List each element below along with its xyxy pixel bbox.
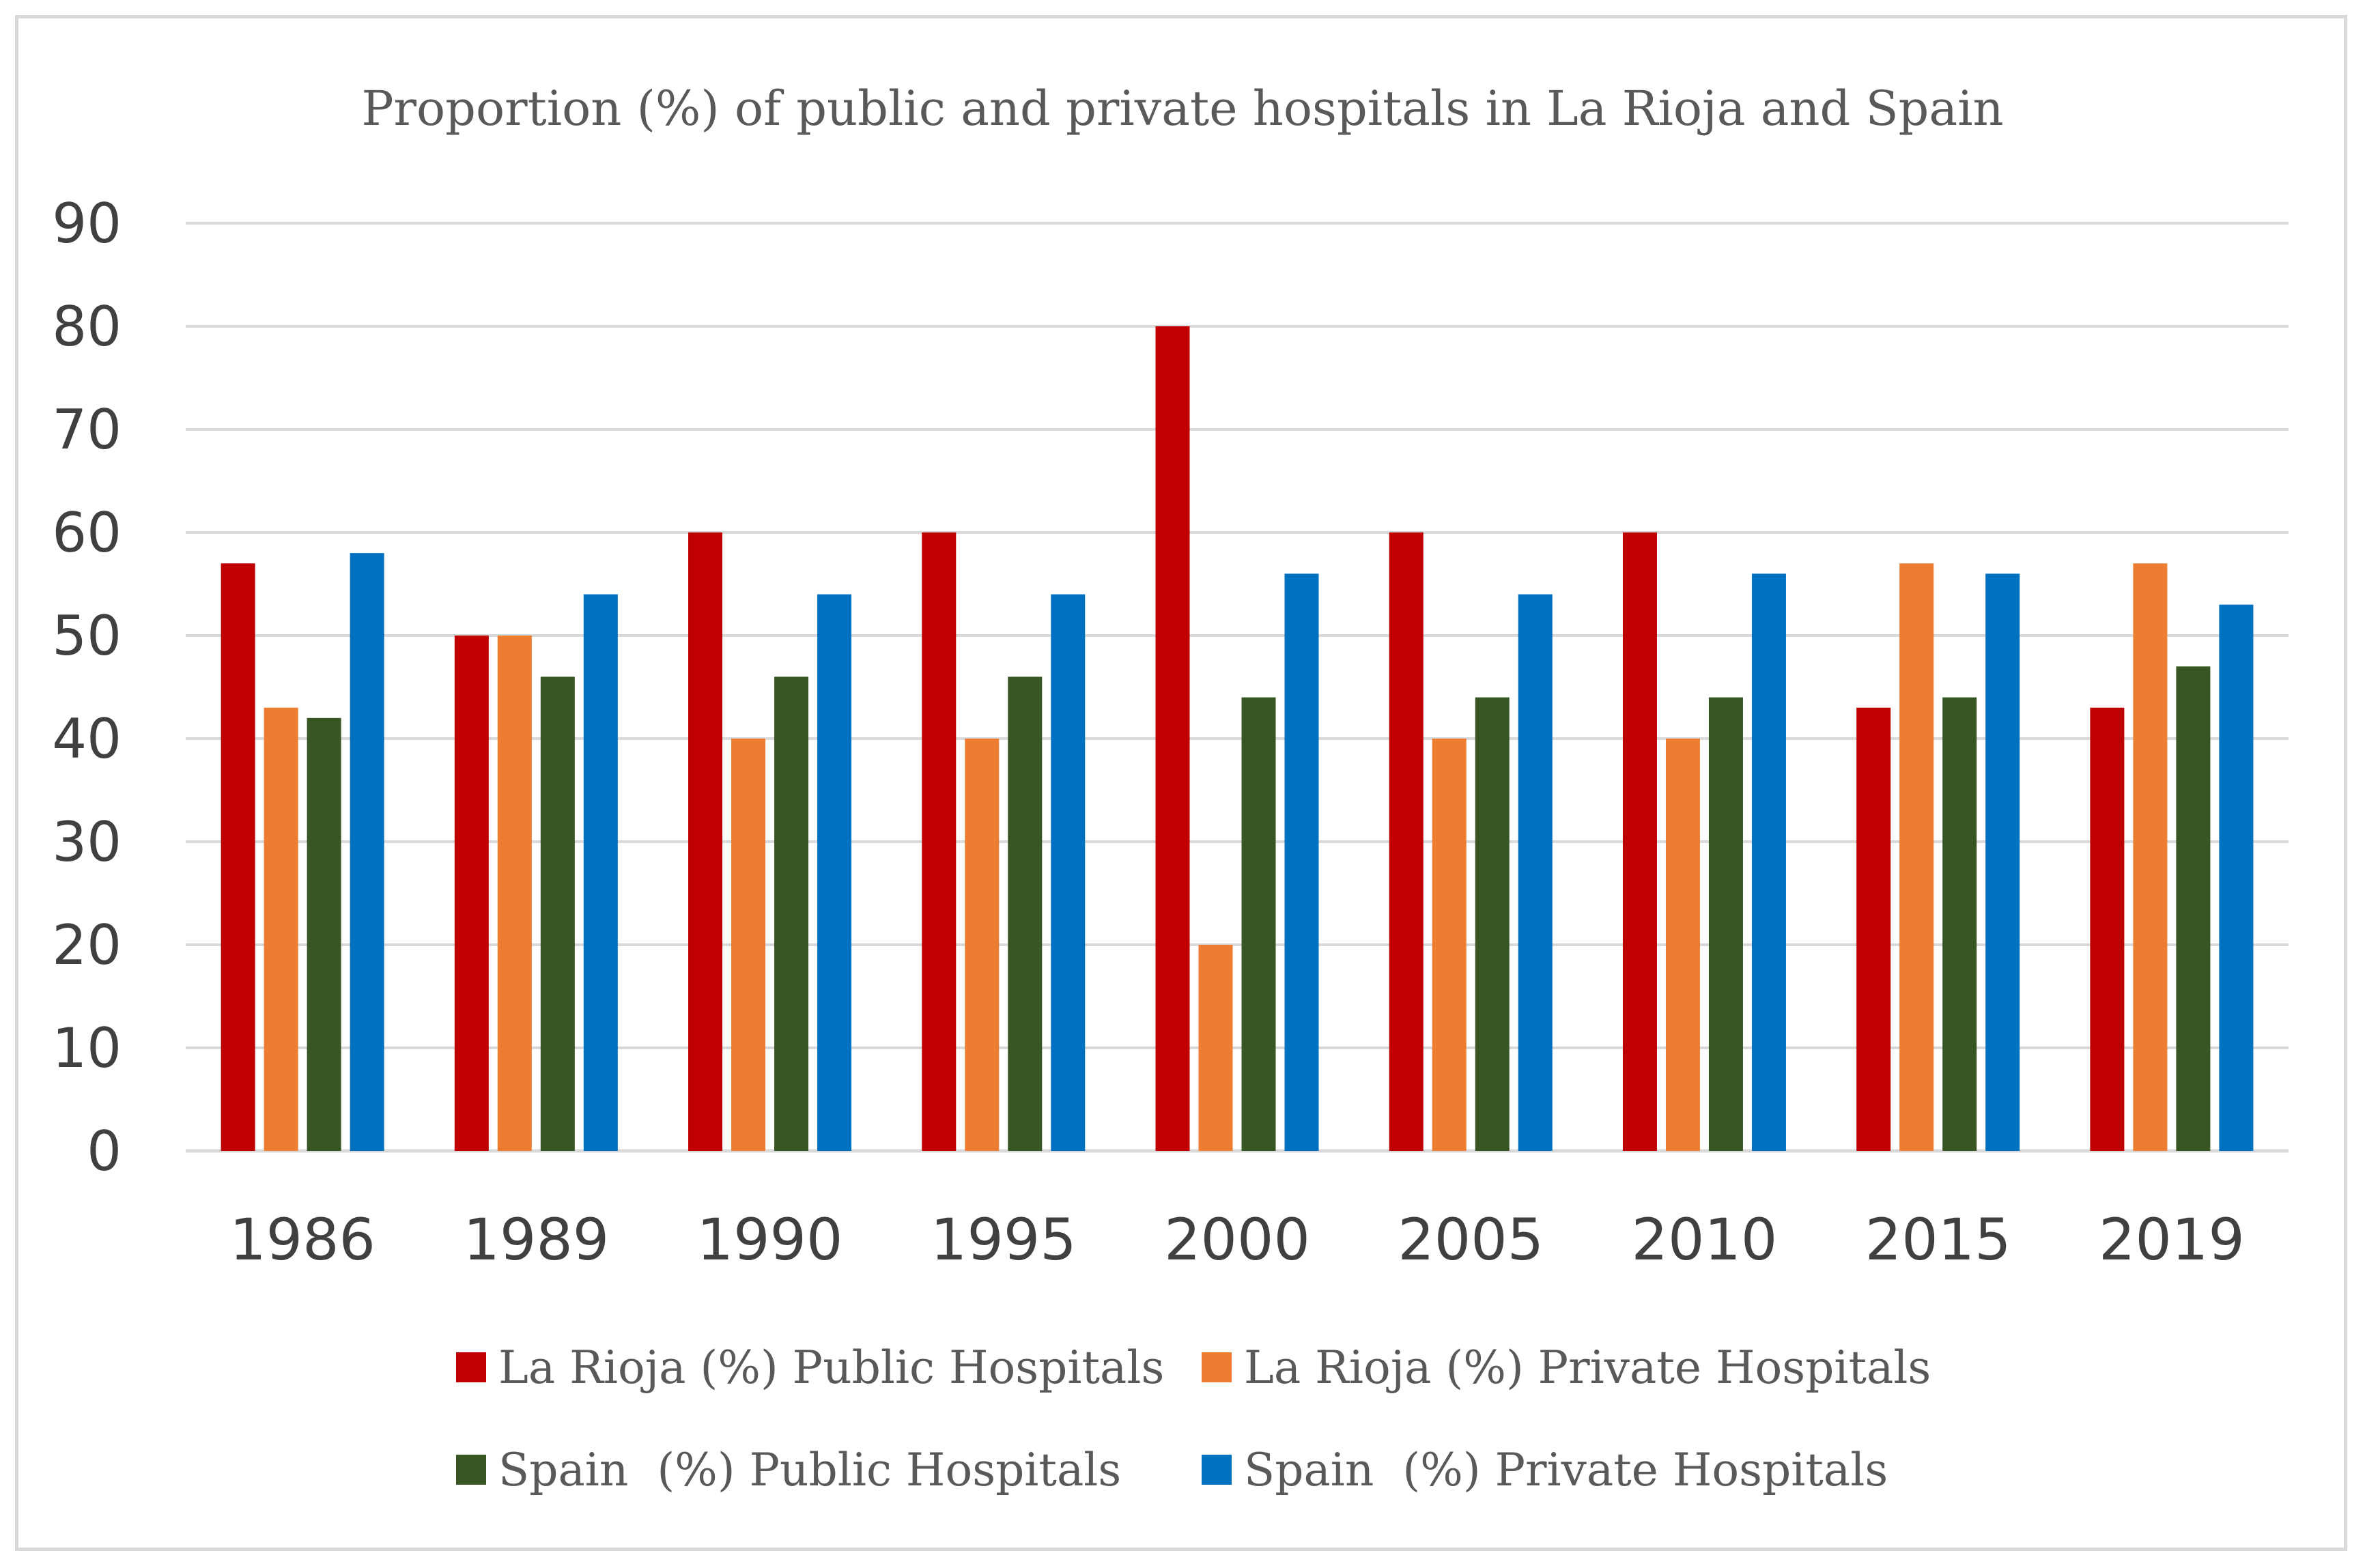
legend-item-la-rioja-private: La Rioja (%) Private Hospitals: [1202, 1330, 1931, 1405]
y-tick-label: 50: [52, 604, 122, 668]
bar-2015-series-2: [1942, 697, 1977, 1151]
y-tick-label: 90: [52, 192, 122, 255]
bar-2005-series-1: [1432, 739, 1467, 1151]
bar-2019-series-1: [2133, 563, 2168, 1151]
bar-1990-series-2: [774, 676, 809, 1151]
chart-title: Proportion (%) of public and private hos…: [361, 81, 2004, 137]
bar-1995-series-3: [1051, 594, 1086, 1151]
bar-2000-series-2: [1241, 697, 1276, 1151]
y-tick-label: 70: [52, 398, 122, 461]
y-tick-label: 40: [52, 707, 122, 771]
bar-1986-series-0: [221, 563, 255, 1151]
bar-2019-series-0: [2090, 707, 2125, 1151]
legend-label: La Rioja (%) Private Hospitals: [1244, 1341, 1931, 1394]
bar-1986-series-2: [307, 717, 341, 1151]
bar-2019-series-3: [2219, 604, 2254, 1151]
bar-2000-series-0: [1155, 326, 1190, 1151]
bar-1986-series-1: [264, 707, 298, 1151]
bar-1995-series-0: [922, 532, 957, 1151]
bar-1990-series-3: [817, 594, 852, 1151]
bar-2015-series-1: [1899, 563, 1934, 1151]
bar-1990-series-0: [688, 532, 723, 1151]
bar-2010-series-2: [1708, 697, 1743, 1151]
x-tick-label: 2010: [1632, 1206, 1778, 1273]
bar-1986-series-3: [350, 553, 384, 1151]
bar-1995-series-1: [965, 739, 1000, 1151]
legend-label: Spain (%) Public Hospitals: [498, 1443, 1122, 1496]
legend-swatch: [456, 1352, 486, 1382]
x-tick-label: 1995: [931, 1206, 1077, 1273]
y-tick-label: 10: [52, 1016, 122, 1080]
bar-2015-series-3: [1985, 573, 2020, 1151]
y-tick-label: 80: [52, 295, 122, 358]
x-tick-label: 2019: [2099, 1206, 2245, 1273]
bar-2000-series-3: [1284, 573, 1319, 1151]
legend-swatch: [456, 1455, 486, 1485]
bar-2010-series-1: [1665, 739, 1700, 1151]
legend-item-la-rioja-public: La Rioja (%) Public Hospitals: [456, 1330, 1164, 1405]
y-tick-label: 0: [87, 1120, 122, 1183]
bar-2015-series-0: [1856, 707, 1891, 1151]
bar-1989-series-2: [540, 676, 575, 1151]
bar-2005-series-2: [1475, 697, 1510, 1151]
bar-2005-series-0: [1389, 532, 1424, 1151]
legend-swatch: [1202, 1455, 1232, 1485]
x-tick-label: 2000: [1164, 1206, 1310, 1273]
bar-1989-series-1: [497, 636, 532, 1151]
y-tick-label: 20: [52, 913, 122, 977]
bar-2010-series-0: [1622, 532, 1657, 1151]
bar-1990-series-1: [731, 739, 766, 1151]
y-tick-label: 30: [52, 810, 122, 874]
bar-2010-series-3: [1751, 573, 1786, 1151]
bar-1995-series-2: [1008, 676, 1043, 1151]
x-tick-label: 1989: [463, 1206, 609, 1273]
legend-label: Spain (%) Private Hospitals: [1244, 1443, 1888, 1496]
y-tick-label: 60: [52, 501, 122, 565]
x-tick-label: 2015: [1865, 1206, 2011, 1273]
x-tick-label: 2005: [1398, 1206, 1544, 1273]
bar-1989-series-0: [454, 636, 489, 1151]
legend-label: La Rioja (%) Public Hospitals: [498, 1341, 1165, 1394]
legend-item-spain-private: Spain (%) Private Hospitals: [1202, 1432, 1888, 1507]
bar-2019-series-2: [2176, 666, 2211, 1151]
x-tick-label: 1990: [697, 1206, 843, 1273]
x-tick-label: 1986: [229, 1206, 376, 1273]
legend-swatch: [1202, 1352, 1232, 1382]
bar-2005-series-3: [1518, 594, 1553, 1151]
bar-2000-series-1: [1198, 945, 1233, 1151]
bar-1989-series-3: [583, 594, 618, 1151]
legend-item-spain-public: Spain (%) Public Hospitals: [456, 1432, 1121, 1507]
